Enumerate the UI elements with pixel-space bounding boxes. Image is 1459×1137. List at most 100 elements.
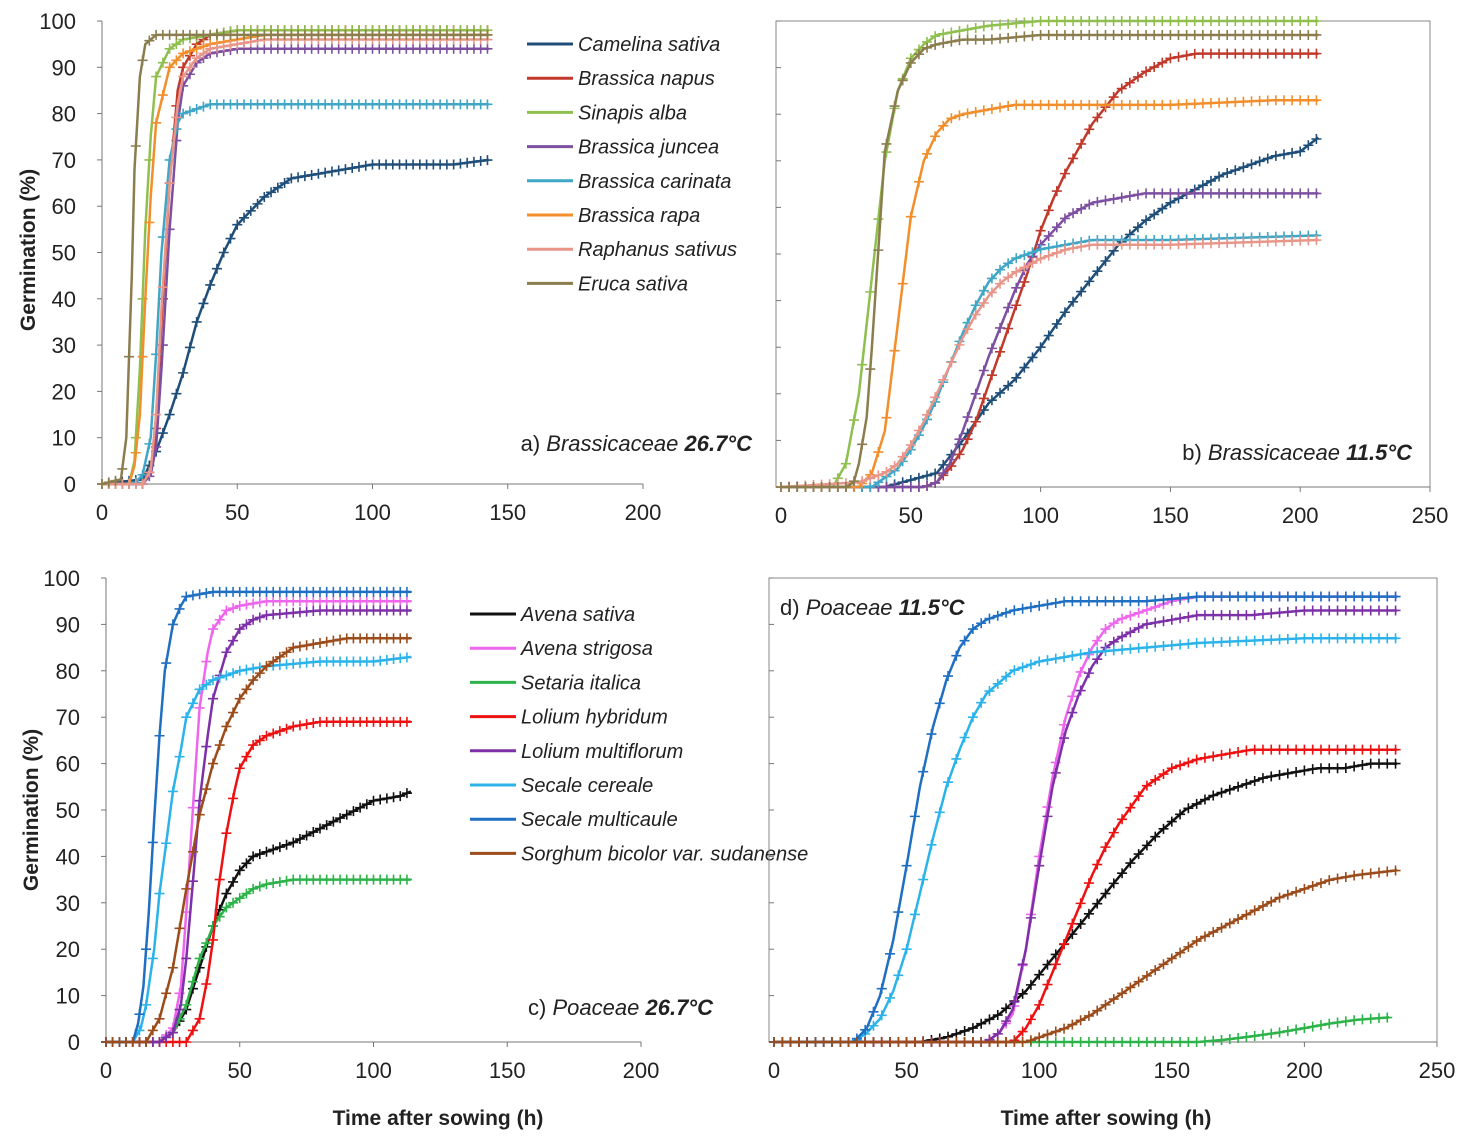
- panel-c-point-sorghum-bicolor-var-sudanense: [167, 962, 178, 973]
- panel-d-point-avena-sativa: [1199, 794, 1210, 805]
- panel-d-point-avena-sativa: [1100, 888, 1111, 899]
- panel-c-point-avena-sativa: [321, 820, 332, 831]
- panel-c-legend-label-sorghum-bicolor-var-sudanense: Sorghum bicolor var. sudanense: [521, 843, 808, 865]
- panel-d-point-setaria-italica: [1266, 1028, 1277, 1039]
- panel-d-label-family: Poaceae: [806, 595, 893, 620]
- panel-a-point-camelina-sativa: [326, 166, 337, 177]
- panel-d-point-secale-cereale: [951, 753, 962, 764]
- panel-d-point-avena-sativa: [959, 1025, 970, 1036]
- panel-a-label-temp: 26.7°C: [683, 431, 753, 456]
- panel-d-point-sorghum-bicolor-var-sudanense: [1025, 1035, 1036, 1046]
- panel-b-point-eruca-sativa: [897, 75, 908, 86]
- panel-b-point-sinapis-alba: [849, 415, 860, 426]
- panel-d-point-lolium-multiflorum: [1133, 622, 1144, 633]
- panel-c-point-avena-sativa: [221, 888, 232, 899]
- panel-a-point-brassica-rapa: [130, 447, 141, 458]
- panel-c-x-tick-label: 150: [489, 1058, 526, 1083]
- panel-d-point-lolium-multiflorum: [1108, 636, 1119, 647]
- panel-a-point-brassica-rapa: [171, 55, 182, 66]
- panel-b-point-brassica-napus: [978, 393, 989, 404]
- panel-d-point-sorghum-bicolor-var-sudanense: [1191, 936, 1202, 947]
- panel-d-series-avena-strigosa: [774, 595, 1398, 1044]
- panel-c-point-avena-sativa: [368, 795, 379, 806]
- panel-b-point-brassica-napus: [1019, 276, 1030, 287]
- panel-d-point-sorghum-bicolor-var-sudanense: [1390, 865, 1401, 876]
- panel-d-point-avena-sativa: [1299, 765, 1310, 776]
- panel-b-series-sinapis-alba: [781, 19, 1319, 489]
- panel-d-point-avena-sativa: [1034, 969, 1045, 980]
- panel-d-series-lolium-hybridum: [774, 748, 1398, 1044]
- panel-d-point-sorghum-bicolor-var-sudanense: [1249, 905, 1260, 916]
- panel-d-point-sorghum-bicolor-var-sudanense: [1224, 918, 1235, 929]
- panel-c-point-secale-cereale: [401, 652, 412, 663]
- panel-c-point-sorghum-bicolor-var-sudanense: [214, 740, 225, 751]
- panel-c-point-lolium-hybridum: [274, 726, 285, 737]
- panel-c-point-avena-sativa: [328, 816, 339, 827]
- panel-a-point-eruca-sativa: [144, 35, 155, 46]
- panel-b-point-raphanus-sativus: [962, 324, 973, 335]
- panel-c-point-secale-multicaule: [401, 586, 412, 597]
- panel-c-point-lolium-hybridum: [294, 720, 305, 731]
- panel-d-point-secale-multicaule: [1001, 607, 1012, 618]
- panel-c-point-secale-cereale: [375, 655, 386, 666]
- panel-d-point-lolium-hybridum: [1183, 757, 1194, 768]
- panel-c-point-setaria-italica: [234, 893, 245, 904]
- panel-d-point-lolium-multiflorum: [1166, 614, 1177, 625]
- panel-a-point-sinapis-alba: [164, 43, 175, 54]
- panel-a-point-raphanus-sativus: [144, 467, 155, 478]
- panel-b-point-camelina-sativa: [1027, 352, 1038, 363]
- panel-b-point-camelina-sativa: [1311, 133, 1322, 144]
- panel-b-point-camelina-sativa: [995, 387, 1006, 398]
- panel-b-point-camelina-sativa: [1043, 330, 1054, 341]
- panel-c-point-sorghum-bicolor-var-sudanense: [335, 634, 346, 645]
- panel-d-point-setaria-italica: [1216, 1034, 1227, 1045]
- panel-d-point-lolium-multiflorum: [1050, 767, 1061, 778]
- panel-a-point-camelina-sativa: [313, 168, 324, 179]
- panel-a-point-camelina-sativa: [225, 233, 236, 244]
- panel-d-point-secale-cereale: [1017, 662, 1028, 673]
- panel-b-point-raphanus-sativus: [1051, 247, 1062, 258]
- panel-d-point-secale-multicaule: [901, 860, 912, 871]
- panel-a-point-brassica-carinata: [198, 101, 209, 112]
- panel-b-point-camelina-sativa: [1003, 380, 1014, 391]
- panel-c-point-lolium-multiflorum: [201, 741, 212, 752]
- panel-b-point-camelina-sativa: [1287, 147, 1298, 158]
- panel-c-point-lolium-hybridum: [281, 723, 292, 734]
- panel-b-point-camelina-sativa: [1205, 175, 1216, 186]
- panel-d-point-avena-sativa: [1108, 878, 1119, 889]
- panel-c-point-sorghum-bicolor-var-sudanense: [234, 693, 245, 704]
- panel-d-point-sorghum-bicolor-var-sudanense: [1158, 959, 1169, 970]
- panel-b-point-camelina-sativa: [1132, 222, 1143, 233]
- panel-d-point-sorghum-bicolor-var-sudanense: [1017, 1037, 1028, 1047]
- panel-d-point-lolium-hybridum: [1175, 760, 1186, 771]
- panel-a-point-camelina-sativa: [353, 161, 364, 172]
- panel-b-point-brassica-rapa: [881, 412, 892, 423]
- panel-a-y-tick-label: 90: [52, 55, 76, 80]
- panel-b-point-camelina-sativa: [1238, 162, 1249, 173]
- panel-c-point-lolium-hybridum: [401, 716, 412, 727]
- panel-d-point-lolium-hybridum: [1059, 938, 1070, 949]
- panel-a-point-raphanus-sativus: [205, 43, 216, 54]
- panel-c-point-setaria-italica: [401, 874, 412, 885]
- panel-d-point-avena-strigosa: [1067, 691, 1078, 702]
- panel-b-x-tick-label: 150: [1152, 503, 1189, 528]
- panel-c-point-lolium-hybridum: [248, 740, 259, 751]
- panel-a-point-brassica-rapa: [157, 90, 168, 101]
- panel-a-legend-label-brassica-napus: Brassica napus: [578, 68, 715, 90]
- panel-d-point-secale-multicaule: [976, 618, 987, 629]
- panel-c-point-lolium-hybridum: [268, 728, 279, 739]
- panel-d-point-setaria-italica: [1257, 1029, 1268, 1040]
- panel-a-point-camelina-sativa: [475, 155, 486, 166]
- panel-d-point-setaria-italica: [1274, 1027, 1285, 1038]
- panel-c-point-secale-multicaule: [141, 944, 152, 955]
- panel-c-point-sorghum-bicolor-var-sudanense: [321, 636, 332, 647]
- panel-d-point-avena-sativa: [1349, 761, 1360, 772]
- panel-d-point-secale-multicaule: [1025, 602, 1036, 613]
- panel-c-point-avena-strigosa: [201, 656, 212, 667]
- panel-d-point-secale-multicaule: [1009, 605, 1020, 616]
- panel-d-label: d) Poaceae 11.5°C: [780, 595, 966, 620]
- panel-a-label-family: Brassicaceae: [546, 431, 678, 456]
- panel-c-legend-label-setaria-italica: Setaria italica: [521, 672, 641, 694]
- panel-d-point-secale-cereale: [1025, 659, 1036, 670]
- panel-c-point-avena-sativa: [268, 844, 279, 855]
